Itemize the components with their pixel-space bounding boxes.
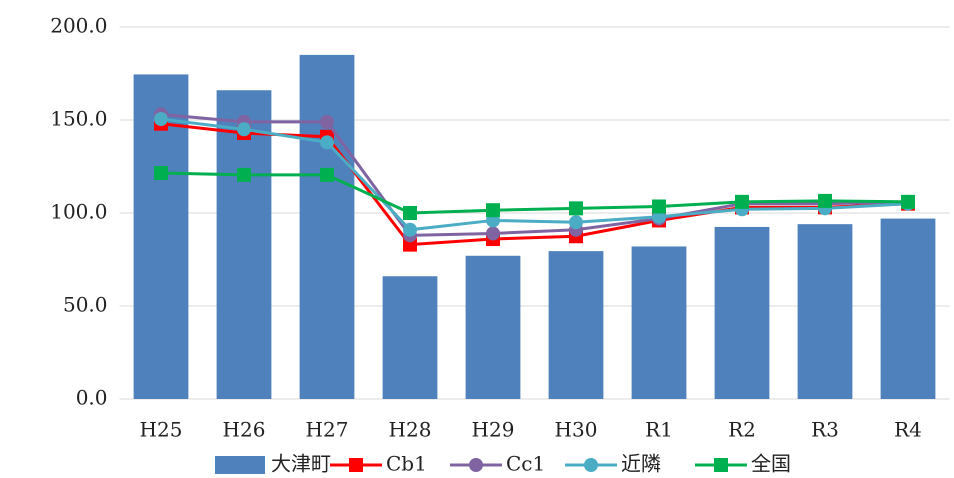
marker bbox=[320, 135, 334, 150]
marker bbox=[237, 122, 251, 137]
x-tick-label: R1 bbox=[645, 418, 673, 442]
marker bbox=[735, 194, 749, 209]
legend-label: Cb1 bbox=[386, 452, 427, 476]
y-tick-label: 50.0 bbox=[63, 293, 108, 317]
legend-marker bbox=[584, 458, 598, 472]
x-tick-label: H29 bbox=[472, 418, 515, 442]
y-tick-label: 200.0 bbox=[50, 14, 107, 38]
line bbox=[160, 117, 909, 232]
marker bbox=[818, 193, 832, 208]
x-tick-label: H27 bbox=[306, 418, 349, 442]
bar bbox=[797, 224, 853, 399]
bar bbox=[880, 218, 936, 399]
legend-label: 大津町 bbox=[271, 452, 331, 476]
legend-label: Cc1 bbox=[506, 452, 545, 476]
marker bbox=[569, 201, 583, 216]
legend-label: 近隣 bbox=[621, 452, 661, 476]
legend-marker bbox=[349, 458, 363, 472]
bar bbox=[216, 90, 272, 400]
marker bbox=[486, 226, 500, 241]
bar bbox=[714, 226, 770, 399]
line bbox=[160, 112, 909, 237]
y-tick-label: 100.0 bbox=[50, 200, 107, 224]
bar bbox=[631, 246, 687, 399]
x-tick-label: R3 bbox=[811, 418, 839, 442]
y-tick-label: 0.0 bbox=[76, 386, 108, 410]
x-tick-label: R2 bbox=[728, 418, 756, 442]
line bbox=[160, 171, 909, 215]
marker bbox=[652, 199, 666, 214]
marker bbox=[901, 194, 915, 209]
line bbox=[160, 122, 909, 247]
bar bbox=[382, 276, 438, 399]
marker bbox=[154, 166, 168, 181]
legend-marker bbox=[469, 458, 483, 472]
legend-label: 全国 bbox=[751, 452, 791, 476]
x-tick-label: R4 bbox=[894, 418, 922, 442]
x-tick-label: H28 bbox=[389, 418, 432, 442]
x-tick-label: H25 bbox=[140, 418, 183, 442]
legend-marker bbox=[714, 458, 728, 472]
bar bbox=[548, 251, 604, 399]
marker bbox=[154, 112, 168, 127]
legend-swatch bbox=[215, 456, 265, 474]
marker bbox=[486, 203, 500, 218]
marker bbox=[403, 206, 417, 220]
marker bbox=[320, 114, 334, 129]
x-tick-label: H26 bbox=[223, 418, 266, 442]
marker bbox=[403, 222, 417, 237]
x-tick-label: H30 bbox=[555, 418, 598, 442]
bar bbox=[299, 54, 355, 400]
bar bbox=[465, 255, 521, 399]
marker bbox=[237, 167, 251, 182]
marker bbox=[569, 215, 583, 230]
marker bbox=[320, 167, 334, 182]
y-tick-label: 150.0 bbox=[50, 107, 107, 131]
